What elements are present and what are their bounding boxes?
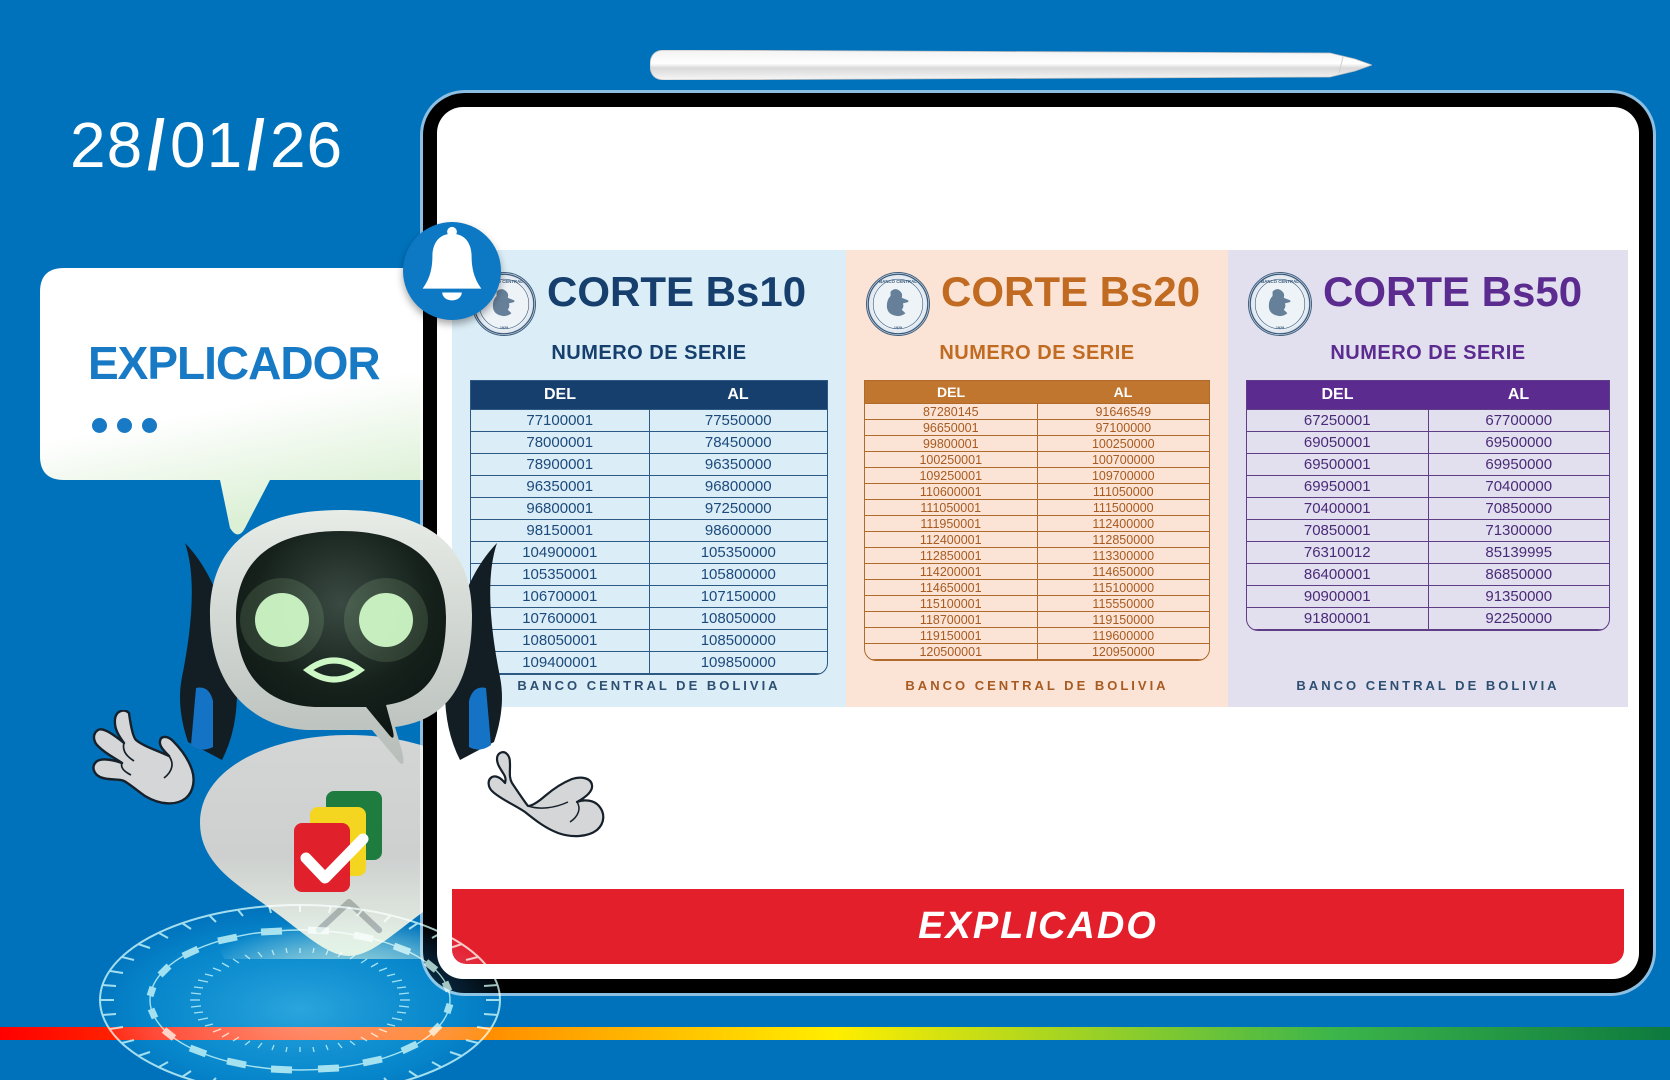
svg-text:1929: 1929 bbox=[1276, 326, 1284, 330]
svg-text:BANCO CENTRAL: BANCO CENTRAL bbox=[1261, 279, 1299, 284]
svg-text:1929: 1929 bbox=[500, 326, 508, 330]
svg-text:BANCO CENTRAL: BANCO CENTRAL bbox=[879, 279, 917, 284]
svg-text:1929: 1929 bbox=[894, 326, 902, 330]
